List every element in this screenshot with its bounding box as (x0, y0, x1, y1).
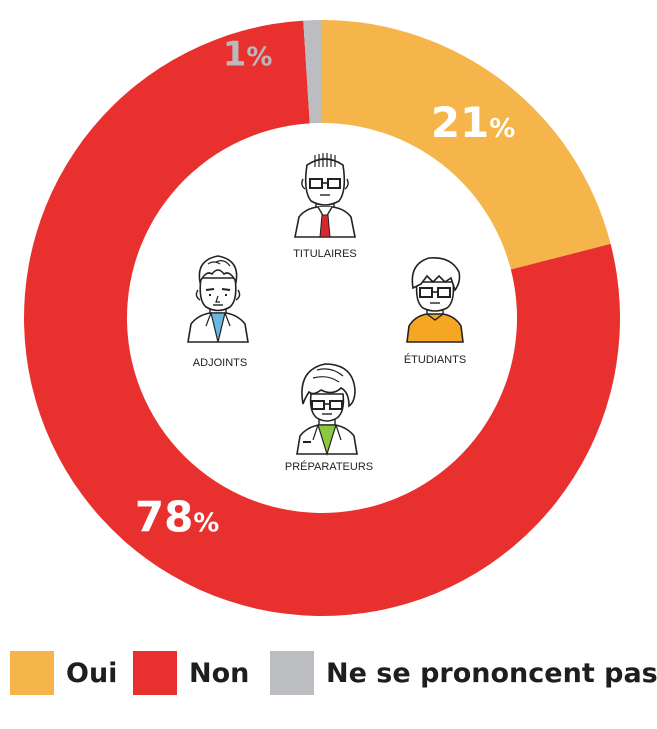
adjoint-icon (187, 255, 249, 343)
center-label-adjoints: ADJOINTS (193, 357, 247, 369)
slice-oui (322, 20, 611, 270)
legend-item-oui: Oui (10, 650, 117, 696)
donut-value-labels: 21% 78% 1% (135, 35, 515, 542)
titulaire-icon (294, 153, 356, 238)
legend-label-non: Non (189, 657, 250, 689)
legend-swatch-oui (10, 651, 54, 695)
slice-ne-se-prononcent-pas (303, 20, 322, 124)
donut-slices (23, 20, 620, 616)
value-label-oui: 21% (431, 98, 516, 147)
preparateur-icon (296, 363, 358, 457)
legend-swatch-non (133, 651, 177, 695)
slice-non (23, 20, 620, 616)
value-label-non: 78% (135, 492, 220, 541)
legend-label-nspp: Ne se prononcent pas (326, 657, 657, 689)
center-illustrations: TITULAIRES ÉTUDIANTS (187, 153, 466, 473)
legend-swatch-nspp (270, 651, 314, 695)
center-label-titulaires: TITULAIRES (293, 248, 357, 260)
value-label-ne-se-prononcent-pas: 1% (223, 35, 273, 75)
legend-item-non: Non (133, 650, 249, 696)
legend-item-nspp: Ne se prononcent pas (270, 650, 657, 696)
legend-label-oui: Oui (66, 657, 118, 689)
legend: Oui Non Ne se prononcent pas (0, 650, 657, 710)
center-label-etudiants: ÉTUDIANTS (404, 353, 466, 366)
etudiant-icon (406, 256, 464, 343)
center-label-preparateurs: PRÉPARATEURS (285, 460, 373, 473)
